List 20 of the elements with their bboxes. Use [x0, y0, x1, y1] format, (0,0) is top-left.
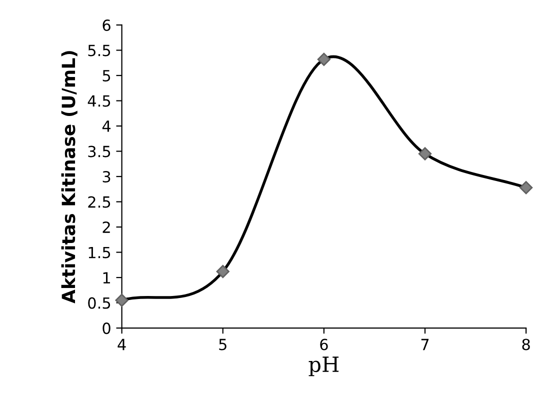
y-tick-label: 0.5	[88, 297, 110, 309]
y-tick-label: 5	[102, 70, 110, 82]
y-tick-label: 1.5	[88, 246, 110, 258]
y-tick-label: 4	[102, 120, 111, 132]
y-tick-label: 3.5	[88, 146, 110, 158]
x-axis-title: pH	[308, 356, 339, 376]
y-tick-label: 2	[102, 221, 110, 233]
y-tick-label: 2.5	[88, 196, 110, 208]
y-tick-label: 5.5	[88, 44, 110, 56]
y-tick-label: 6	[102, 19, 110, 32]
x-tick-label: 5	[219, 338, 226, 350]
x-tick-label: 6	[320, 338, 328, 350]
x-tick-label: 8	[522, 338, 530, 350]
y-tick-label: 0	[102, 322, 110, 334]
x-tick-label: 7	[421, 338, 429, 350]
x-tick-label: 4	[118, 338, 126, 350]
y-tick-label: 4.5	[88, 95, 110, 107]
y-tick-label: 3	[102, 170, 110, 183]
y-tick-label: 1	[103, 272, 110, 284]
y-axis-title: Aktivitas Kitinase (U/mL)	[61, 51, 78, 304]
